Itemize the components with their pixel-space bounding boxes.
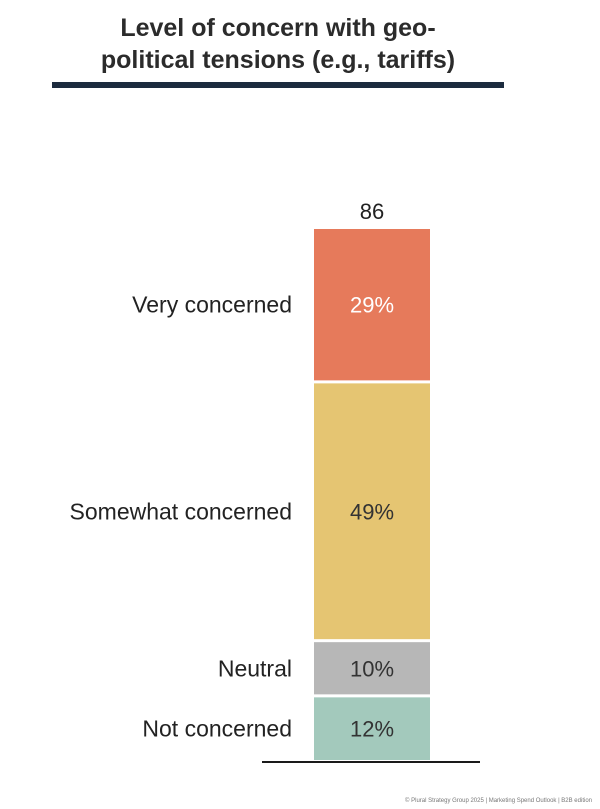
category-label-somewhat-concerned: Somewhat concerned [70, 498, 292, 524]
bar-segment-neutral [314, 642, 430, 695]
chart-title: Level of concern with geo- political ten… [52, 12, 504, 76]
total-label: 86 [360, 199, 384, 224]
bar-segment-not-concerned [314, 697, 430, 760]
chart-title-line-1: Level of concern with geo- [120, 14, 436, 42]
category-label-not-concerned: Not concerned [142, 716, 292, 742]
title-underline [52, 82, 504, 88]
category-label-very-concerned: Very concerned [132, 292, 292, 318]
bar-segment-very-concerned [314, 229, 430, 381]
footer-credit: © Plural Strategy Group 2025 | Marketing… [405, 798, 592, 804]
category-label-neutral: Neutral [218, 655, 292, 681]
data-label-not-concerned: 12% [350, 717, 394, 742]
data-label-very-concerned: 29% [350, 293, 394, 318]
chart-title-line-2: political tensions (e.g., tariffs) [100, 46, 456, 74]
data-label-somewhat-concerned: 49% [350, 499, 394, 524]
bar-segment-somewhat-concerned [314, 383, 430, 640]
data-label-neutral: 10% [350, 656, 394, 681]
